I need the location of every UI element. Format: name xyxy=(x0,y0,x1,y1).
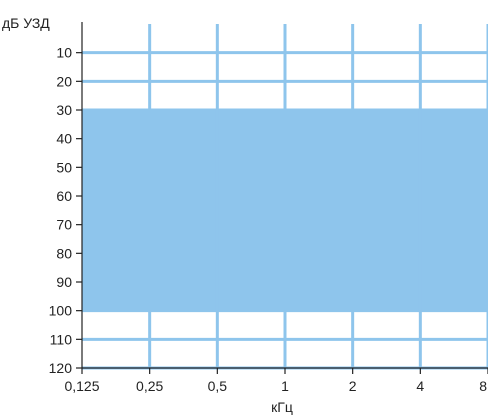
x-tick-label: 8 xyxy=(479,378,487,394)
y-tick-label: 110 xyxy=(50,331,73,347)
grid xyxy=(82,24,488,370)
y-tick-label: 50 xyxy=(56,159,72,175)
x-tick-label: 0,5 xyxy=(208,378,228,394)
y-axis-label: дБ УЗД xyxy=(2,15,50,31)
y-tick-label: 120 xyxy=(49,360,73,376)
x-tick-label: 2 xyxy=(349,378,357,394)
y-tick-label: 40 xyxy=(56,131,72,147)
y-tick-label: 20 xyxy=(56,73,72,89)
axes xyxy=(76,22,488,374)
x-tick-label: 0,25 xyxy=(136,378,163,394)
x-axis-label: кГц xyxy=(271,399,293,415)
y-tick-label: 80 xyxy=(56,245,72,261)
x-tick-label: 4 xyxy=(416,378,424,394)
y-tick-label: 70 xyxy=(56,217,72,233)
y-tick-label: 30 xyxy=(56,102,72,118)
y-tick-label: 60 xyxy=(56,188,72,204)
tick-labels: 10 20 30 40 50 60 70 80 90 100 110 120 0,125 0,25 0,5 1… xyxy=(49,45,488,394)
x-tick-label: 0,125 xyxy=(64,378,99,394)
y-tick-label: 10 xyxy=(56,45,72,61)
y-tick-label: 100 xyxy=(49,303,73,319)
x-tick-label: 1 xyxy=(281,378,289,394)
y-tick-label: 90 xyxy=(56,274,72,290)
